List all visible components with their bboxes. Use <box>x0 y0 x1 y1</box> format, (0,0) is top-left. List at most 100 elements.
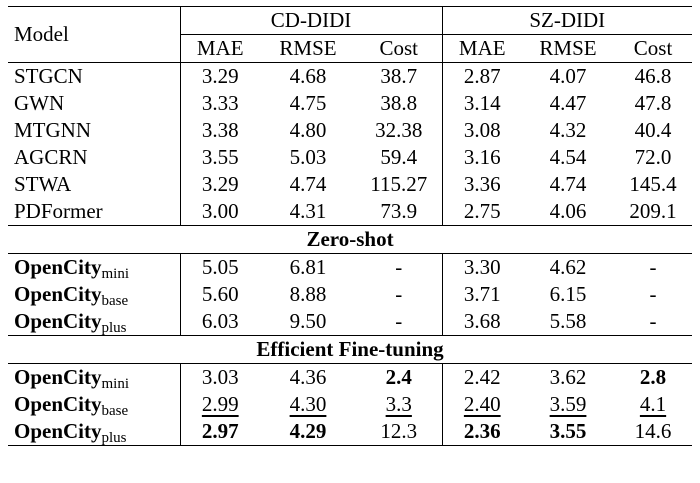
value-cell: 2.36 <box>441 418 523 446</box>
value-cell: 3.3 <box>385 392 412 416</box>
value-cell: 3.55 <box>201 145 239 169</box>
table-row: OpenCityplus 6.03 9.50 - 3.68 5.58 - <box>8 308 692 336</box>
header-model: Model <box>8 6 181 63</box>
model-name: AGCRN <box>8 144 181 171</box>
value-cell: 3.29 <box>180 62 260 90</box>
model-name: STGCN <box>8 62 181 90</box>
value-cell: 6.81 <box>260 253 356 281</box>
header-metric: RMSE <box>279 36 337 60</box>
value-cell: 14.6 <box>614 418 693 446</box>
section-row-fine-tuning: Efficient Fine-tuning <box>8 335 693 364</box>
value-cell: 4.07 <box>522 62 615 90</box>
value-cell: 9.50 <box>289 309 327 333</box>
value-cell: 3.59 <box>549 392 587 416</box>
table-row: OpenCitybase 5.60 8.88 - 3.71 6.15 - <box>8 281 692 309</box>
value-cell: 12.3 <box>356 418 443 446</box>
value-cell: 4.68 <box>260 62 356 90</box>
value-cell: 2.40 <box>441 391 523 418</box>
header-metric: Cost <box>633 36 673 60</box>
header-cd-didi: CD-DIDI <box>180 6 443 35</box>
value-cell: 32.38 <box>375 118 423 142</box>
value-cell: 2.87 <box>441 62 523 90</box>
value-cell: 5.05 <box>180 253 260 281</box>
value-cell: 2.99 <box>201 392 239 416</box>
value-cell: 59.4 <box>380 145 418 169</box>
model-name: OpenCityplus <box>8 308 181 336</box>
section-row-zero-shot: Zero-shot <box>8 225 693 254</box>
model-name: OpenCitymini <box>8 363 181 392</box>
value-cell: 4.74 <box>549 172 587 196</box>
value-cell: 2.4 <box>356 363 443 391</box>
section-title-zero-shot: Zero-shot <box>8 225 693 254</box>
value-cell: 145.4 <box>629 172 677 196</box>
header-metric: RMSE <box>539 36 597 60</box>
value-cell: 5.03 <box>289 145 327 169</box>
header-metric: Cost <box>379 36 419 60</box>
value-cell: 2.8 <box>614 363 693 391</box>
value-cell: 3.62 <box>522 363 615 391</box>
table-row: OpenCityplus 2.97 4.29 12.3 2.36 3.55 14.6 <box>8 418 693 446</box>
value-cell: - <box>649 309 657 333</box>
value-cell: 4.47 <box>549 91 587 115</box>
value-cell: 47.8 <box>634 91 672 115</box>
value-cell: 3.30 <box>441 253 523 281</box>
value-cell: 46.8 <box>614 62 693 90</box>
table-row: GWN 3.33 4.75 38.8 3.14 4.47 47.8 <box>8 90 692 117</box>
value-cell: 5.60 <box>201 282 239 306</box>
section-title-fine-tuning: Efficient Fine-tuning <box>8 335 693 364</box>
value-cell: 8.88 <box>289 282 327 306</box>
value-cell: 6.15 <box>549 282 587 306</box>
table-row: MTGNN 3.38 4.80 32.38 3.08 4.32 40.4 <box>8 117 692 144</box>
value-cell: 4.1 <box>639 392 667 416</box>
value-cell: 3.29 <box>201 172 239 196</box>
header-row-metrics: MAE RMSE Cost MAE RMSE Cost <box>8 34 692 63</box>
value-cell: 209.1 <box>629 199 677 223</box>
value-cell: 3.14 <box>441 90 523 117</box>
model-name: OpenCityplus <box>8 418 181 446</box>
value-cell: 72.0 <box>634 145 672 169</box>
value-cell: 4.31 <box>289 199 327 223</box>
header-metric: MAE <box>441 34 523 63</box>
model-name: PDFormer <box>8 198 181 226</box>
value-cell: 38.8 <box>380 91 418 115</box>
header-row-groups: Model CD-DIDI SZ-DIDI <box>8 6 693 63</box>
value-cell: 3.03 <box>180 363 260 391</box>
value-cell: 3.71 <box>441 281 523 308</box>
value-cell: 5.58 <box>549 309 587 333</box>
table-row: AGCRN 3.55 5.03 59.4 3.16 4.54 72.0 <box>8 144 692 171</box>
value-cell: 6.03 <box>201 309 239 333</box>
model-name: MTGNN <box>8 117 181 144</box>
results-table: Model CD-DIDI SZ-DIDI MAE RMSE Cost MAE … <box>8 6 693 446</box>
value-cell: - <box>395 282 403 306</box>
model-name: OpenCitymini <box>8 253 181 282</box>
value-cell: 3.16 <box>441 144 523 171</box>
header-sz-didi: SZ-DIDI <box>441 6 693 35</box>
value-cell: 4.32 <box>549 118 587 142</box>
value-cell: 3.68 <box>441 308 523 336</box>
value-cell: 4.62 <box>522 253 615 281</box>
table-row: STWA 3.29 4.74 115.27 3.36 4.74 145.4 <box>8 171 692 198</box>
fine-tuning-section: OpenCitymini 3.03 4.36 2.4 2.42 3.62 2.8 OpenCi… <box>8 363 693 446</box>
model-name: OpenCitybase <box>8 281 181 309</box>
value-cell: 3.36 <box>441 171 523 198</box>
model-name: GWN <box>8 90 181 117</box>
value-cell: 4.75 <box>289 91 327 115</box>
baseline-section: STGCN 3.29 4.68 38.7 2.87 4.07 46.8 GWN 3.33 4.75… <box>8 62 693 226</box>
model-name: OpenCitybase <box>8 391 181 419</box>
value-cell: 40.4 <box>634 118 672 142</box>
table-row: OpenCitybase 2.99 4.30 3.3 2.40 3.59 4.1 <box>8 391 692 419</box>
value-cell: 4.06 <box>549 199 587 223</box>
table-row: PDFormer 3.00 4.31 73.9 2.75 4.06 209.1 <box>8 198 692 226</box>
value-cell: - <box>356 253 443 281</box>
value-cell: 4.74 <box>289 172 327 196</box>
table-row: OpenCitymini 3.03 4.36 2.4 2.42 3.62 2.8 <box>8 363 693 392</box>
value-cell: - <box>649 282 657 306</box>
value-cell: 4.54 <box>549 145 587 169</box>
value-cell: - <box>614 253 693 281</box>
model-name: STWA <box>8 171 181 198</box>
value-cell: 3.38 <box>201 118 239 142</box>
table-row: OpenCitymini 5.05 6.81-3.30 4.62- <box>8 253 693 282</box>
header-metric: MAE <box>196 36 244 60</box>
value-cell: 4.36 <box>260 363 356 391</box>
value-cell: 3.55 <box>522 418 615 446</box>
